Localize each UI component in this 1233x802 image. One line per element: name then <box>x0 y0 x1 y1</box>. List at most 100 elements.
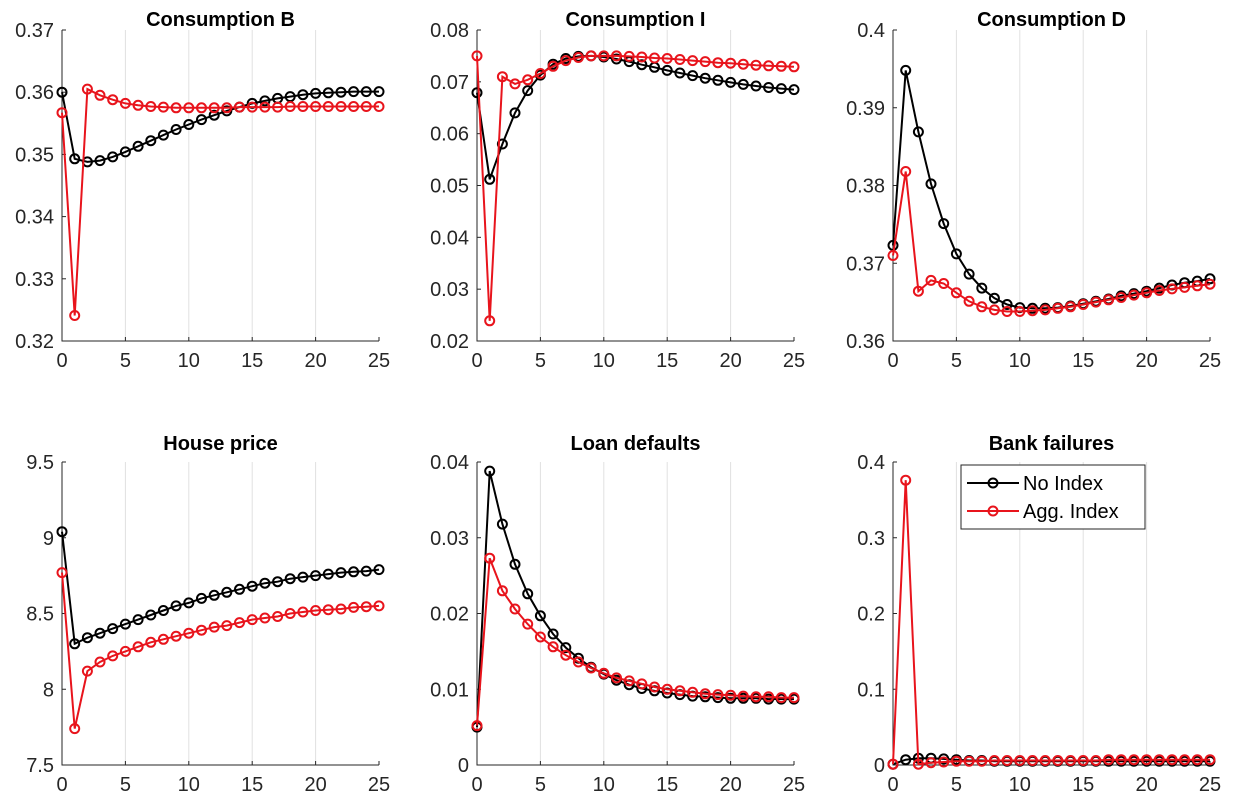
data-point <box>887 250 899 261</box>
data-point <box>348 101 360 112</box>
data-point <box>925 757 937 769</box>
data-point <box>132 614 144 626</box>
x-tick-label: 15 <box>241 350 263 372</box>
data-point <box>119 97 131 109</box>
data-point <box>322 87 334 99</box>
data-point <box>1077 755 1089 766</box>
subplot-6: 0 0.1 0.2 0.3 0.4 0 5 10 15 20 25 Bank failures No I… <box>857 433 1221 796</box>
y-tick-label: 0.02 <box>430 331 469 353</box>
data-point <box>157 129 169 141</box>
data-point <box>1166 283 1178 295</box>
data-point <box>471 720 483 732</box>
y-tick-label: 0.01 <box>430 679 469 701</box>
data-point <box>674 54 686 65</box>
data-point <box>297 101 309 112</box>
series-line-agg-index <box>61 572 380 729</box>
y-tick-label: 0.38 <box>846 176 885 198</box>
data-point <box>1103 754 1115 766</box>
data-point <box>1027 755 1038 766</box>
data-point <box>560 55 572 67</box>
data-point <box>674 67 686 79</box>
data-point <box>1103 294 1115 306</box>
data-point <box>170 102 182 114</box>
data-point <box>1001 755 1013 766</box>
x-tick-label: 5 <box>120 350 131 372</box>
data-point <box>636 51 648 63</box>
series-line-agg-index <box>476 54 795 321</box>
data-point <box>611 50 622 62</box>
x-tick-label: 20 <box>304 350 326 372</box>
legend-swatch-marker <box>987 505 999 517</box>
data-point <box>699 688 711 700</box>
data-point <box>221 620 233 632</box>
data-point <box>788 84 800 96</box>
data-point <box>1090 296 1102 308</box>
y-tick-label: 0.39 <box>846 98 885 120</box>
data-point <box>547 60 559 72</box>
y-tick-label: 9 <box>43 528 54 550</box>
data-point <box>348 566 360 578</box>
x-tick-label: 25 <box>368 774 390 796</box>
x-tick-label: 20 <box>1135 774 1157 796</box>
data-point <box>699 72 711 84</box>
data-point <box>509 78 521 90</box>
data-point <box>534 631 546 643</box>
data-point <box>170 600 182 612</box>
data-point <box>246 614 258 626</box>
y-tick-label: 0.03 <box>430 279 469 301</box>
data-point <box>208 109 220 121</box>
data-point <box>725 57 737 69</box>
data-point <box>1115 754 1127 766</box>
data-point <box>1179 281 1191 293</box>
data-point <box>572 656 584 668</box>
data-point <box>360 565 372 577</box>
data-point <box>1027 305 1038 317</box>
y-tick-label: 0.37 <box>846 253 885 275</box>
data-point <box>649 681 660 693</box>
series-line-agg-index <box>892 171 1211 313</box>
y-tick-label: 0.1 <box>857 679 885 701</box>
y-tick-label: 0.02 <box>430 604 469 626</box>
data-point <box>912 758 924 770</box>
x-tick-label: 20 <box>304 774 326 796</box>
data-point <box>360 101 372 112</box>
data-point <box>81 665 93 677</box>
data-point <box>94 89 106 101</box>
data-point <box>623 50 635 62</box>
x-tick-label: 15 <box>656 774 678 796</box>
x-tick-label: 0 <box>471 350 482 372</box>
x-tick-label: 10 <box>178 774 200 796</box>
data-point <box>310 605 322 616</box>
data-point <box>1128 754 1140 766</box>
y-tick-label: 0.04 <box>430 452 469 474</box>
data-point <box>284 608 296 619</box>
data-point <box>196 114 207 126</box>
data-point <box>598 50 610 62</box>
data-point <box>699 56 711 68</box>
axes-frame <box>476 462 794 766</box>
data-point <box>310 87 322 99</box>
y-tick-label: 0.36 <box>15 82 54 104</box>
data-point <box>976 755 988 767</box>
x-tick-label: 10 <box>1009 774 1031 796</box>
data-point <box>496 71 508 83</box>
x-tick-label: 15 <box>241 774 263 796</box>
data-point <box>1052 302 1064 314</box>
y-tick-label: 0.35 <box>15 144 54 166</box>
data-point <box>1166 754 1178 766</box>
data-point <box>69 723 81 735</box>
data-point <box>484 552 496 564</box>
data-point <box>208 621 220 633</box>
data-point <box>259 612 271 624</box>
data-point <box>322 604 334 616</box>
chart-title: Bank failures <box>989 433 1115 455</box>
data-point <box>750 59 762 71</box>
data-point <box>661 64 673 76</box>
data-point <box>1153 754 1165 766</box>
chart-title: Consumption D <box>977 9 1126 31</box>
data-point <box>1065 301 1076 313</box>
data-point <box>284 573 296 585</box>
legend-box <box>960 464 1146 530</box>
data-point <box>963 755 975 767</box>
y-tick-label: 0.32 <box>15 331 54 353</box>
